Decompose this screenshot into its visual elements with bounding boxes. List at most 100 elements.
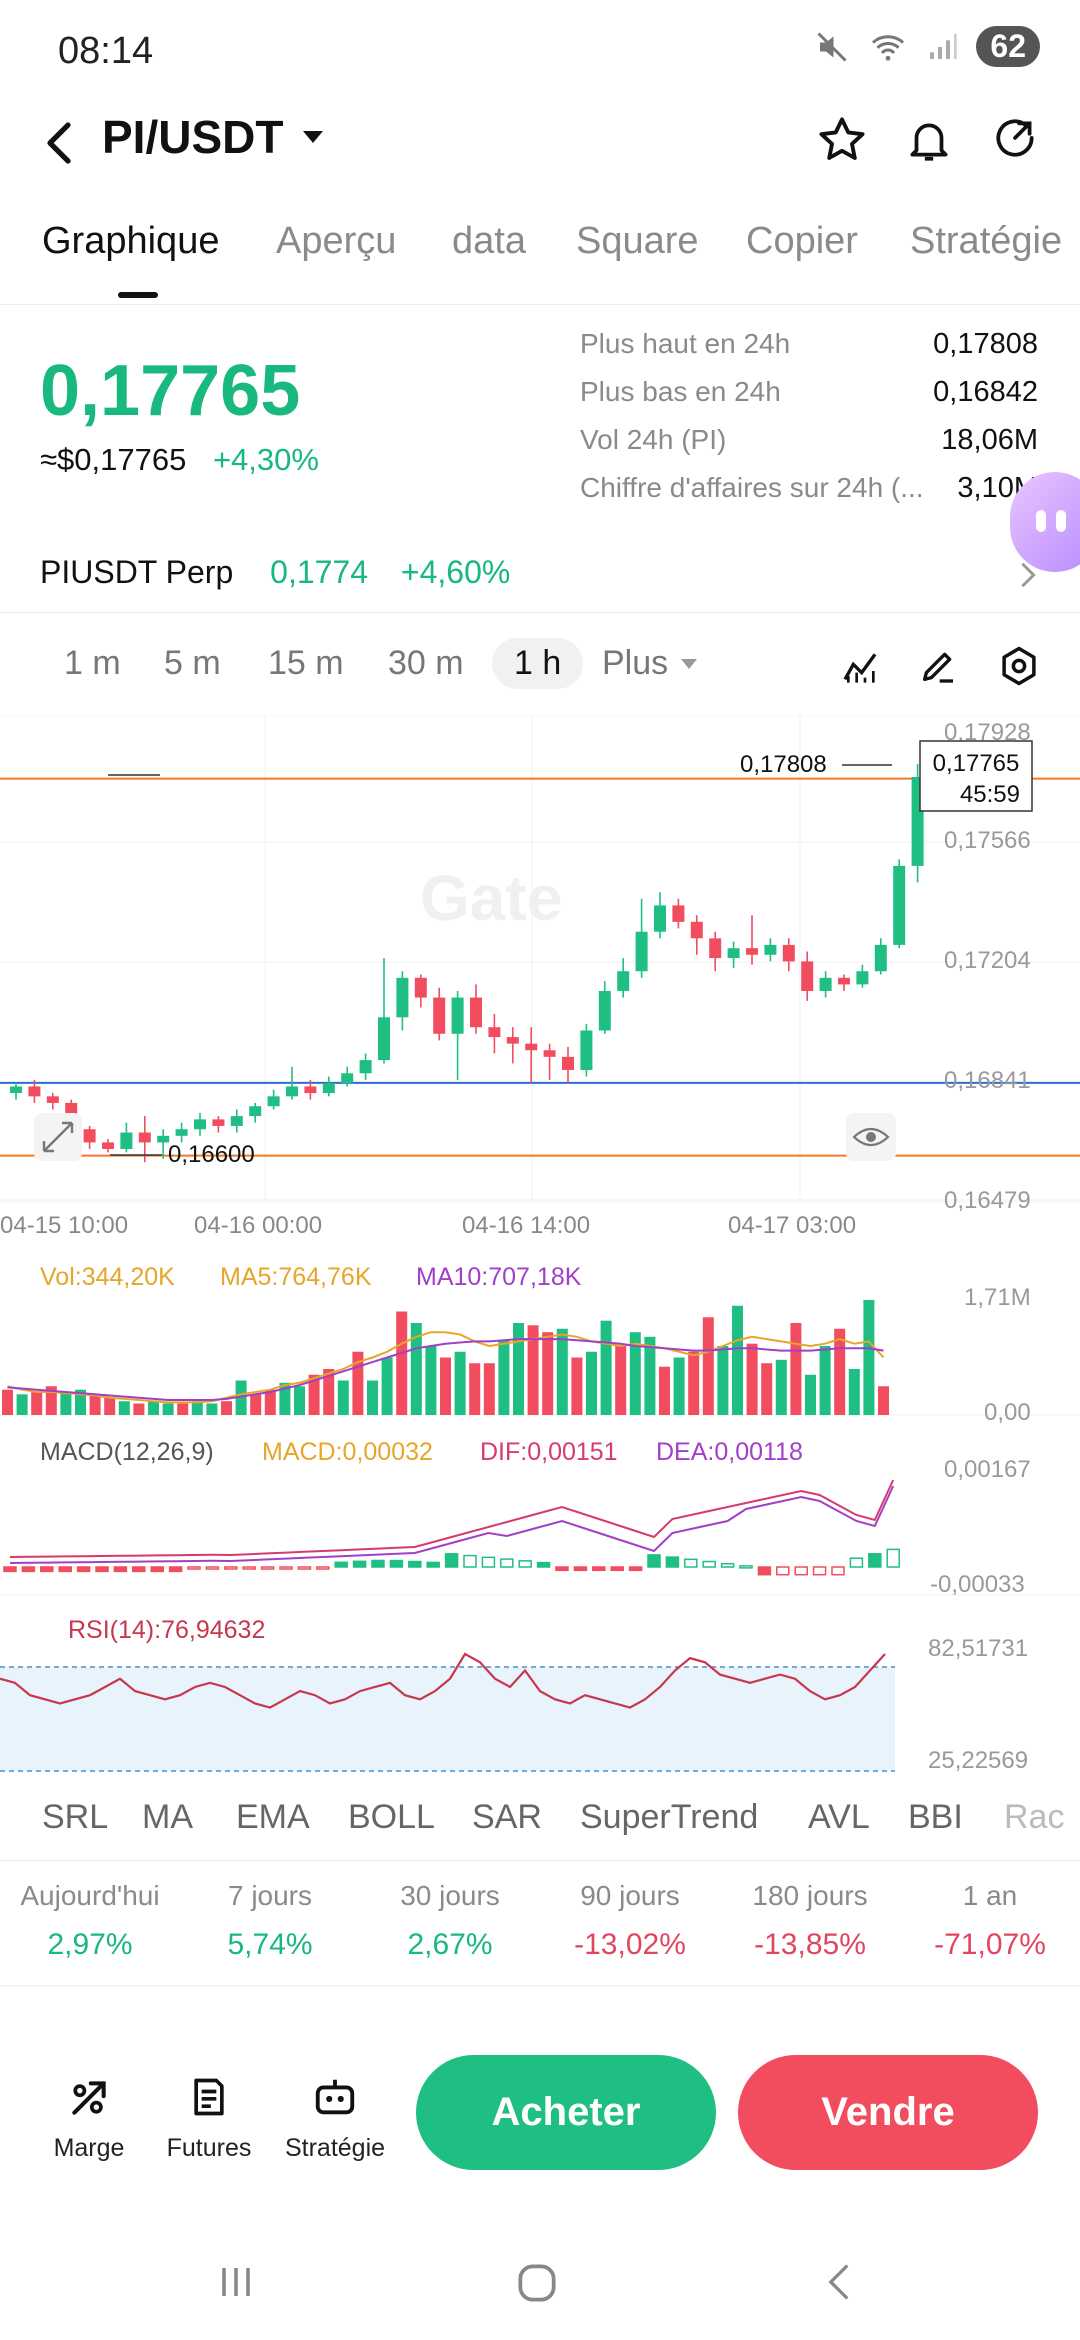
macd-histogram-bar: [40, 1566, 54, 1573]
perp-price: 0,1774: [270, 554, 369, 590]
candles: [10, 763, 924, 1163]
price-lines: [0, 777, 1080, 1157]
divider: [0, 1985, 1080, 1987]
margin-label: Marge: [53, 2134, 125, 2162]
perf-value: 2,97%: [47, 1928, 133, 1961]
time-axis: 04-15 10:00 04-16 00:00 04-16 14:00 04-1…: [0, 1212, 856, 1239]
volume-bar: [819, 1346, 831, 1415]
indicator-tabs: SRL MA EMA BOLL SAR SuperTrend AVL BBI R…: [0, 1790, 1080, 1854]
indicator-supertrend[interactable]: SuperTrend: [580, 1798, 759, 1836]
futures-button[interactable]: Futures: [154, 2060, 264, 2163]
tab-copier[interactable]: Copier: [746, 220, 858, 262]
divider: [0, 1860, 1080, 1861]
indicator-ema[interactable]: EMA: [236, 1798, 310, 1836]
draw-pen-icon[interactable]: [918, 646, 958, 686]
indicator-srl[interactable]: SRL: [42, 1798, 109, 1836]
indicator-rac[interactable]: Rac: [1004, 1798, 1065, 1836]
macd-histogram-bar: [849, 1557, 864, 1568]
margin-button[interactable]: Marge: [34, 2060, 144, 2163]
indicator-bbi[interactable]: BBI: [908, 1798, 963, 1836]
volume-bar: [410, 1323, 422, 1415]
indicator-avl[interactable]: AVL: [808, 1798, 870, 1836]
home-icon[interactable]: [512, 2258, 562, 2308]
candle: [801, 951, 814, 1001]
indicator-ma[interactable]: MA: [142, 1798, 193, 1836]
volume-bar: [556, 1328, 568, 1415]
volume-bar: [513, 1323, 524, 1415]
volume-bar: [264, 1389, 276, 1415]
indicator-boll[interactable]: BOLL: [348, 1798, 435, 1836]
interval-5m[interactable]: 5 m: [164, 644, 221, 682]
volume-bar: [45, 1386, 57, 1415]
indicator-icon[interactable]: [840, 646, 880, 686]
macd-histogram-bar: [371, 1559, 385, 1568]
macd-histogram-bar: [536, 1561, 551, 1568]
volume-bar: [2, 1389, 13, 1415]
macd-histogram-bar: [592, 1566, 606, 1572]
pair-selector[interactable]: PI/USDT: [102, 110, 325, 164]
volume-bar: [75, 1389, 86, 1415]
volume-bar: [337, 1380, 349, 1415]
assistant-bubble[interactable]: [1010, 472, 1080, 572]
chart-area[interactable]: Gate 0,17928 0,17566 0,17204 0,16841 0,1…: [0, 715, 1080, 1775]
buy-button[interactable]: Acheter: [416, 2055, 716, 2170]
status-bar: 08:14 62: [0, 0, 1080, 100]
eye-icon[interactable]: [846, 1113, 896, 1161]
interval-more[interactable]: Plus: [602, 644, 698, 683]
volume-bar: [250, 1394, 262, 1415]
vol-legend: Vol:344,20K: [40, 1263, 175, 1291]
fullscreen-icon[interactable]: [34, 1113, 82, 1161]
perp-row[interactable]: PIUSDT Perp 0,1774 +4,60%: [40, 554, 1040, 591]
candle: [746, 915, 758, 965]
macd-histogram-bar: [150, 1566, 164, 1573]
interval-1h[interactable]: 1 h: [492, 638, 584, 689]
macd-name: MACD(12,26,9): [40, 1438, 214, 1466]
sell-button[interactable]: Vendre: [738, 2055, 1038, 2170]
tab-apercu[interactable]: Aperçu: [276, 220, 397, 262]
volume-bar: [425, 1346, 437, 1415]
candle: [690, 915, 703, 955]
price-change: +4,30%: [212, 442, 319, 477]
interval-30m[interactable]: 30 m: [388, 644, 464, 682]
volume-bar: [16, 1394, 28, 1415]
volume-bar: [834, 1328, 846, 1415]
interval-1m[interactable]: 1 m: [64, 644, 121, 682]
bell-icon[interactable]: [904, 114, 954, 166]
perp-change: +4,60%: [400, 554, 511, 590]
macd-histogram-bar: [776, 1566, 790, 1576]
time-label: 04-15 10:00: [0, 1212, 128, 1239]
strategy-button[interactable]: Stratégie: [280, 2060, 390, 2163]
main-tabs: Graphique Aperçu data Square Copier Stra…: [0, 220, 1080, 305]
tab-square[interactable]: Square: [576, 220, 699, 262]
macd-histogram-bar: [187, 1566, 201, 1570]
candle: [672, 898, 685, 929]
tab-data[interactable]: data: [452, 220, 526, 262]
price-axis-label: 0,17204: [944, 947, 1031, 974]
candle: [322, 1076, 335, 1097]
stat-value-vol: 18,06M: [941, 424, 1038, 456]
futures-label: Futures: [166, 2134, 252, 2162]
indicator-sar[interactable]: SAR: [472, 1798, 542, 1836]
candle: [286, 1066, 298, 1100]
recent-apps-icon[interactable]: [212, 2258, 260, 2306]
settings-icon[interactable]: [998, 644, 1040, 688]
share-icon[interactable]: [990, 114, 1040, 166]
volume-bar: [659, 1366, 670, 1415]
back-nav-icon[interactable]: [818, 2258, 862, 2306]
tab-strategie[interactable]: Stratégie: [910, 220, 1063, 262]
macd-histogram-bar: [665, 1556, 680, 1568]
futures-icon: [194, 2078, 224, 2116]
star-icon[interactable]: [816, 114, 868, 166]
candle: [764, 938, 777, 962]
candle: [598, 981, 611, 1034]
volume-bar: [673, 1357, 685, 1415]
volume-bar: [89, 1394, 101, 1415]
macd-histogram-bar: [316, 1566, 330, 1570]
interval-15m[interactable]: 15 m: [268, 644, 344, 682]
candle: [249, 1102, 262, 1123]
perf-30d: 30 jours 2,67%: [360, 1880, 540, 1962]
macd-histogram-bar: [684, 1558, 698, 1568]
volume-bar: [469, 1363, 481, 1415]
tab-graphique[interactable]: Graphique: [42, 220, 220, 262]
back-icon[interactable]: [40, 118, 80, 168]
